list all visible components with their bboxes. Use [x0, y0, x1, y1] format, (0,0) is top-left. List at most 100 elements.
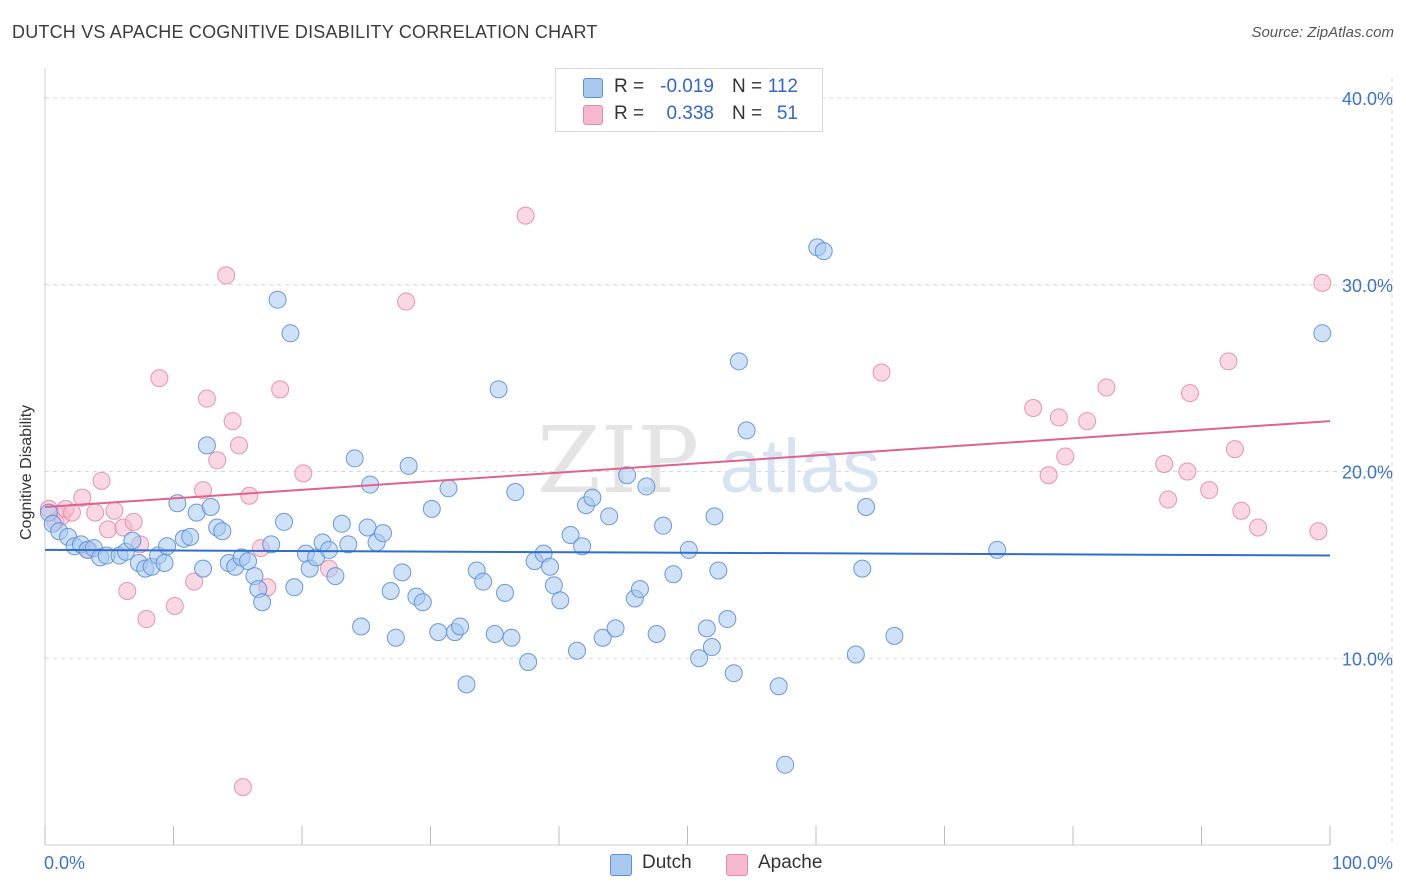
dutch-point	[381, 582, 400, 601]
apache-point	[73, 488, 92, 507]
apache-point	[1049, 408, 1068, 427]
dutch-point	[593, 628, 612, 647]
apache-point	[271, 380, 290, 399]
dutch-point	[718, 610, 737, 629]
legend-label: Dutch	[642, 852, 692, 873]
apache-point	[185, 572, 204, 591]
dutch-point	[319, 540, 338, 559]
apache-point	[294, 464, 313, 483]
apache-point	[1219, 352, 1238, 371]
apache-point	[98, 520, 117, 539]
dutch-point	[332, 514, 351, 533]
dutch-point	[506, 483, 525, 502]
dutch-point	[551, 591, 570, 610]
apache-point	[137, 610, 156, 629]
dutch-point	[705, 507, 724, 526]
data-points	[39, 206, 1332, 797]
apache-point	[240, 486, 259, 505]
dutch-point	[358, 518, 377, 537]
dutch-point	[213, 522, 232, 541]
apache-point	[1056, 447, 1075, 466]
r-label: R =	[614, 76, 645, 97]
apache-point	[197, 389, 216, 408]
dutch-point	[268, 290, 287, 309]
dutch-point	[846, 645, 865, 664]
dutch-point	[618, 466, 637, 485]
n-label: N =	[732, 103, 763, 124]
n-value: 112	[767, 76, 798, 97]
apache-point	[208, 451, 227, 470]
dutch-point	[285, 578, 304, 597]
source-label: Source: ZipAtlas.com	[1251, 24, 1394, 41]
dutch-point	[737, 421, 756, 440]
apache-point	[1039, 466, 1058, 485]
dutch-point	[729, 352, 748, 371]
r-label: R =	[614, 103, 645, 124]
dutch-point	[485, 624, 504, 643]
dutch-point	[709, 561, 728, 580]
dutch-point	[194, 559, 213, 578]
dutch-point	[399, 456, 418, 475]
dutch-point	[158, 537, 177, 556]
dutch-swatch	[583, 78, 603, 98]
dutch-point	[201, 497, 220, 516]
trend-lines	[44, 420, 1331, 557]
dutch-point	[664, 565, 683, 584]
apache-point	[1180, 384, 1199, 403]
apache-swatch	[583, 105, 603, 125]
watermark: ZIP atlas	[537, 407, 880, 514]
r-value: 0.338	[666, 103, 714, 124]
dutch-point	[181, 527, 200, 546]
apache-point	[872, 363, 891, 382]
apache-point	[1313, 273, 1332, 292]
dutch-point	[281, 324, 300, 343]
apache-point	[230, 436, 249, 455]
y-axis-label: Cognitive Disability	[18, 404, 35, 540]
dutch-point	[197, 436, 216, 455]
apache-point	[105, 501, 124, 520]
apache-point	[1024, 399, 1043, 418]
dutch-point	[690, 649, 709, 668]
dutch-trend-line	[44, 548, 1331, 557]
dutch-point	[769, 677, 788, 696]
apache-point	[1232, 501, 1251, 520]
dutch-point	[541, 557, 560, 576]
apache-point	[194, 481, 213, 500]
dutch-point	[474, 572, 493, 591]
apache-swatch	[726, 854, 748, 876]
dutch-swatch	[610, 854, 632, 876]
apache-trend-line	[44, 420, 1331, 508]
y-tick-label: 20.0%	[1342, 463, 1393, 483]
correlation-legend: R = -0.019 N = 112 R = 0.338 N = 51	[555, 68, 823, 132]
dutch-point	[457, 675, 476, 694]
n-label: N =	[732, 76, 763, 97]
apache-point	[516, 206, 535, 225]
x-tick-label: 100.0%	[1332, 853, 1393, 873]
apache-point	[86, 503, 105, 522]
dutch-point	[439, 479, 458, 498]
dutch-point	[606, 619, 625, 638]
dutch-point	[853, 559, 872, 578]
y-tick-label: 40.0%	[1342, 89, 1393, 109]
legend-row-apache: R = 0.338 N = 51	[556, 100, 822, 128]
apache-point	[1225, 440, 1244, 459]
apache-point	[1159, 490, 1178, 509]
dutch-point	[519, 652, 538, 671]
dutch-point	[429, 623, 448, 642]
tick-labels: 10.0% 20.0% 30.0% 40.0% 0.0% 100.0%	[44, 89, 1393, 873]
dutch-point	[1313, 324, 1332, 343]
y-tick-label: 10.0%	[1342, 649, 1393, 669]
dutch-point	[567, 641, 586, 660]
dutch-point	[339, 535, 358, 554]
dutch-point	[702, 638, 721, 657]
dutch-point	[885, 626, 904, 645]
dutch-point	[496, 583, 515, 602]
dutch-point	[857, 497, 876, 516]
dutch-point	[373, 524, 392, 543]
chart-title: DUTCH VS APACHE COGNITIVE DISABILITY COR…	[12, 22, 598, 42]
dutch-point	[155, 554, 174, 573]
dutch-point	[123, 531, 142, 550]
apache-point	[223, 412, 242, 431]
apache-point	[165, 596, 184, 615]
